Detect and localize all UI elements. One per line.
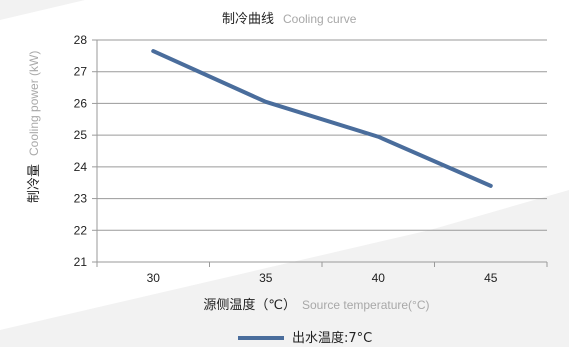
x-tick-label-45: 45 — [484, 271, 498, 285]
x-tick-label-35: 35 — [259, 271, 273, 285]
y-axis-label: 制冷量 — [27, 164, 42, 203]
y-tick-label-21: 21 — [74, 255, 88, 269]
x-tick-labels: 30 35 40 45 — [147, 271, 498, 285]
y-tick-label-26: 26 — [74, 96, 88, 110]
x-axis — [96, 261, 548, 267]
x-axis-label-en: Source temperature(°C) — [302, 298, 430, 312]
legend-label: 出水温度:7°C — [292, 330, 372, 346]
y-axis-label-en: Cooling power (kW) — [27, 51, 41, 156]
series-lines — [151, 49, 493, 188]
chart-title: 制冷曲线 — [222, 12, 274, 27]
y-tick-label-24: 24 — [74, 160, 88, 174]
y-tick-label-28: 28 — [74, 33, 88, 47]
y-tick-labels: 21 22 23 24 25 26 27 28 — [74, 33, 88, 269]
y-tick-label-22: 22 — [74, 223, 88, 237]
grid-lines — [92, 39, 547, 263]
chart-title-en: Cooling curve — [283, 12, 357, 26]
y-tick-label-25: 25 — [74, 128, 88, 142]
x-tick-label-40: 40 — [372, 271, 386, 285]
y-tick-label-27: 27 — [74, 65, 88, 79]
x-axis-label: 源侧温度（℃） — [203, 297, 296, 313]
x-tick-label-30: 30 — [147, 271, 161, 285]
series-line-0 — [151, 49, 493, 188]
y-tick-label-23: 23 — [74, 192, 88, 206]
